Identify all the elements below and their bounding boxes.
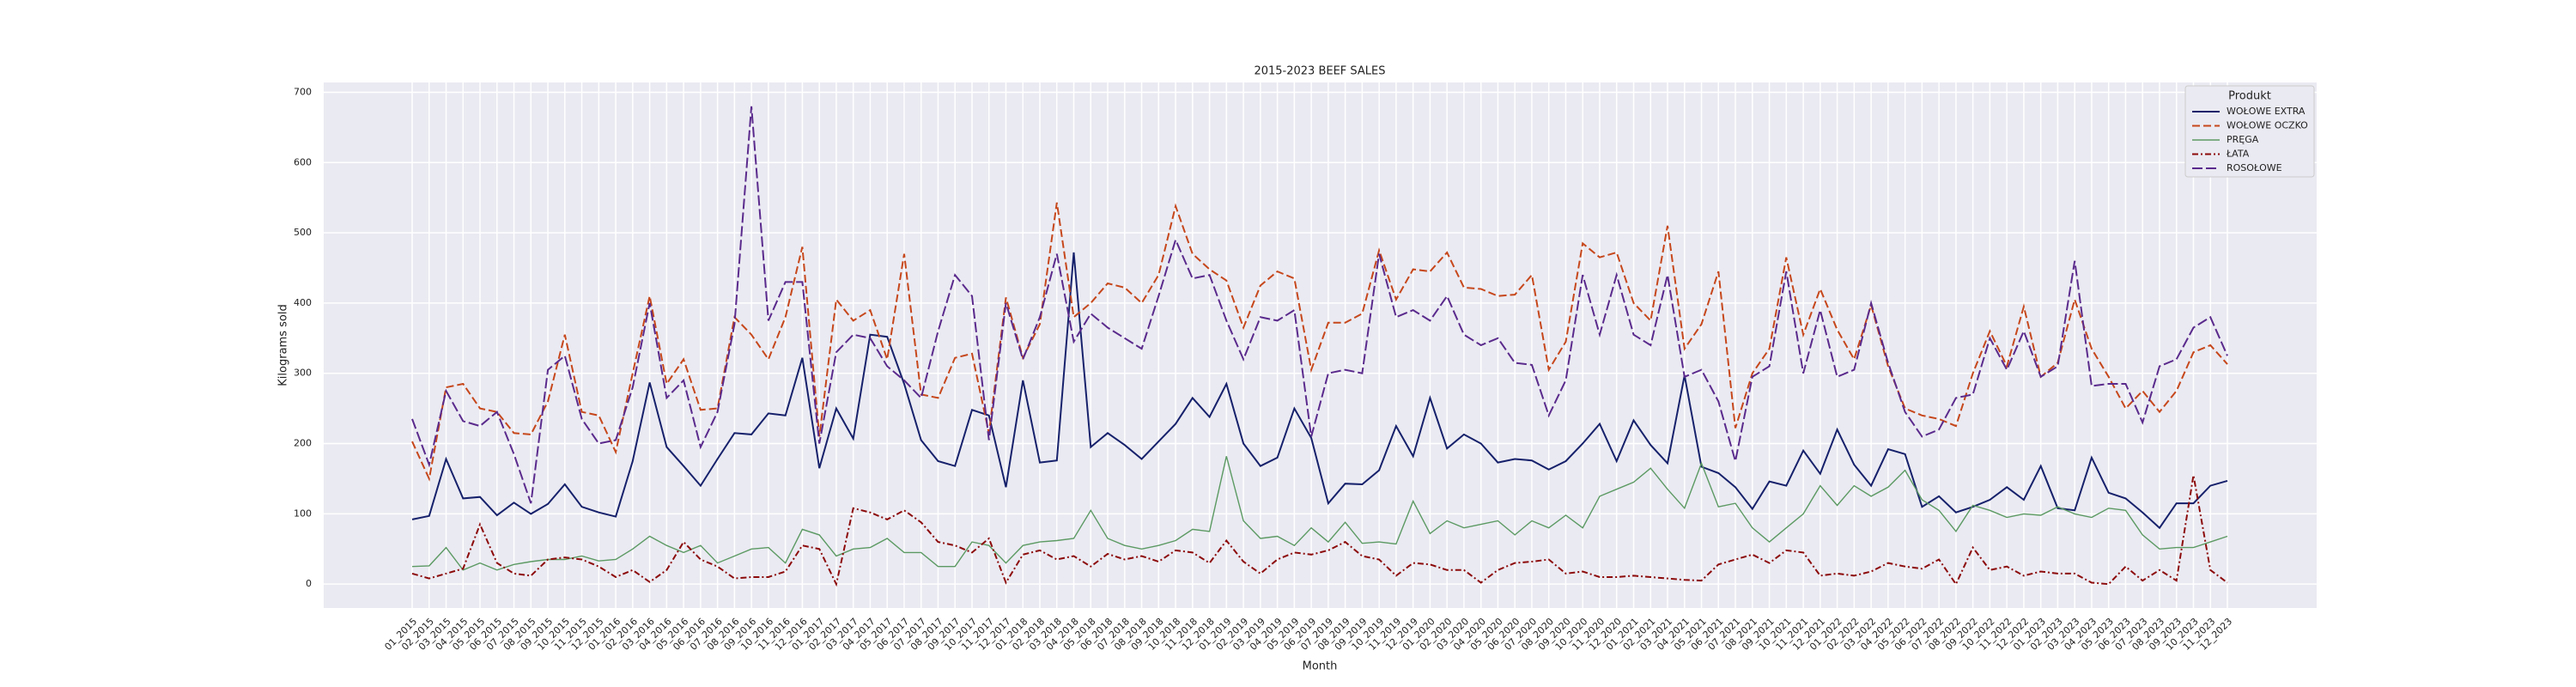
legend: Produkt WOŁOWE EXTRA WOŁOWE OCZKO PRĘGA ŁAT… [2184,85,2315,178]
y-tick-label: 200 [294,438,312,449]
x-axis-label: Month [1303,660,1338,673]
y-tick-label: 100 [294,508,312,519]
legend-label: WOŁOWE OCZKO [2227,120,2308,131]
legend-title: Produkt [2228,90,2271,103]
legend-label: PRĘGA [2227,134,2259,145]
series-line [411,456,2228,571]
legend-label: ŁATA [2226,149,2250,160]
series-line [411,106,2228,504]
y-axis-label: Kilograms sold [277,304,290,386]
y-tick-label: 600 [294,156,312,167]
y-tick-label: 500 [294,227,312,238]
lines [411,106,2228,587]
legend-label: ROSOŁOWE [2227,162,2282,173]
legend-label: WOŁOWE EXTRA [2227,106,2306,117]
y-tick-label: 700 [294,86,312,97]
series-line [411,202,2228,482]
y-tick-label: 400 [294,297,312,308]
series-line [411,475,2228,587]
y-tick-label: 300 [294,368,312,379]
chart-title: 2015-2023 BEEF SALES [1254,65,1385,78]
y-tick-label: 0 [306,578,312,589]
series-line [411,252,2228,530]
legend-box [2184,85,2315,178]
